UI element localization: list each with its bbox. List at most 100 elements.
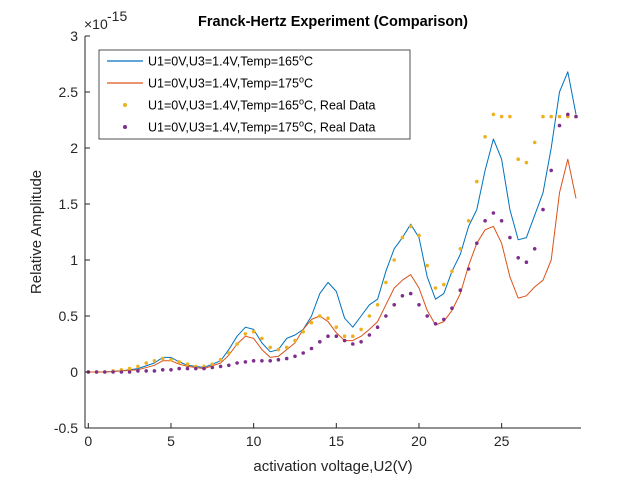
data-point-series-4 [450,306,454,311]
data-point-series-4 [144,369,148,373]
legend-dot-swatch [123,103,127,107]
data-point-series-3 [541,114,545,119]
legend-label: U1=0V,U3=1.4V,Temp=175oC, Real Data [148,119,376,135]
data-point-series-3 [227,351,231,355]
data-point-series-4 [169,368,173,372]
data-point-series-3 [342,334,347,339]
data-point-series-4 [210,365,215,370]
data-point-series-3 [334,325,339,330]
data-point-series-4 [284,356,289,361]
data-point-series-4 [94,370,99,374]
data-point-series-3 [326,316,330,321]
data-point-series-4 [218,364,223,369]
data-point-series-4 [566,112,570,117]
data-point-series-3 [127,366,132,371]
data-point-series-4 [260,359,264,363]
x-tick-label: 10 [246,433,262,449]
data-point-series-4 [516,255,520,260]
data-point-series-3 [442,282,446,287]
data-point-series-3 [508,114,512,119]
data-point-series-3 [532,140,537,145]
legend: U1=0V,U3=1.4V,Temp=165oC U1=0V,U3=1.4V,Te… [98,49,411,140]
x-tick-label: 25 [494,433,510,449]
data-point-series-3 [359,327,363,332]
y-tick-label: 1.5 [59,196,79,212]
data-point-series-4 [532,247,537,251]
data-point-series-4 [549,168,553,173]
data-point-series-4 [574,114,578,119]
legend-label: U1=0V,U3=1.4V,Temp=165oC [148,53,313,69]
data-point-series-3 [210,362,215,367]
y-ticks: -0.5 0 0.5 1 1.5 2 2.5 3 [54,28,90,436]
data-point-series-4 [334,334,339,339]
data-point-series-4 [367,333,372,337]
data-point-series-3 [136,364,140,369]
data-point-series-4 [384,314,388,318]
y-tick-label: 2 [70,140,78,156]
data-point-series-4 [243,360,248,364]
axes [84,36,581,429]
data-point-series-3 [499,114,504,119]
data-point-series-4 [541,207,545,212]
legend-entries: U1=0V,U3=1.4V,Temp=165oC U1=0V,U3=1.4V,Te… [107,53,376,135]
data-point-series-3 [218,357,223,362]
data-point-series-4 [276,357,281,362]
data-point-series-3 [293,338,297,343]
data-point-series-4 [103,370,107,374]
data-point-series-4 [309,346,314,351]
data-point-series-3 [177,360,181,364]
y-tick-label: -0.5 [54,420,78,436]
y-exponent-power: -15 [107,8,127,24]
data-point-series-4 [400,294,405,298]
data-point-series-3 [309,320,314,325]
x-ticks: 0 5 10 15 20 25 [84,423,510,449]
data-point-series-4 [235,361,239,365]
data-point-series-3 [375,303,380,307]
y-tick-label: 0.5 [59,308,79,324]
data-point-series-3 [260,336,264,341]
data-point-series-4 [111,370,115,374]
data-point-series-4 [326,334,330,339]
data-point-series-4 [160,368,165,372]
data-point-series-4 [127,370,132,374]
data-point-series-4 [524,260,529,265]
y-tick-label: 0 [70,364,78,380]
data-point-series-4 [293,354,297,359]
data-point-series-3 [392,258,397,262]
data-point-series-4 [491,211,496,215]
y-tick-label: 2.5 [59,84,79,100]
data-point-series-3 [243,332,248,336]
data-point-series-3 [458,247,463,251]
data-point-series-4 [483,219,487,223]
data-point-series-3 [160,356,165,361]
data-point-series-3 [384,280,388,285]
x-tick-label: 15 [329,433,345,449]
data-point-series-3 [268,345,273,350]
series-line-2 [88,158,577,373]
data-point-series-3 [524,160,529,165]
legend-dot-swatch [123,125,127,129]
data-point-series-3 [185,362,190,367]
data-point-series-4 [318,340,322,344]
data-point-series-3 [433,286,438,290]
data-point-series-3 [408,224,413,229]
series-line-1 [88,71,577,373]
x-tick-label: 0 [84,433,92,449]
data-point-series-4 [351,342,355,346]
data-point-series-4 [392,303,397,307]
data-point-series-3 [367,314,372,318]
y-tick-label: 1 [70,252,78,268]
data-point-series-4 [301,351,306,355]
legend-box [98,49,411,140]
data-point-series-4 [227,363,231,368]
chart-title: Franck-Hertz Experiment (Comparison) [198,14,468,30]
data-point-series-4 [202,366,206,371]
legend-label: U1=0V,U3=1.4V,Temp=165oC, Real Data [148,97,376,113]
data-point-series-4 [136,369,140,373]
data-point-series-4 [119,370,124,374]
series-layer [86,71,578,374]
x-tick-label: 5 [167,433,175,449]
data-point-series-3 [235,342,239,346]
y-axis-title: Relative Amplitude [28,170,45,294]
